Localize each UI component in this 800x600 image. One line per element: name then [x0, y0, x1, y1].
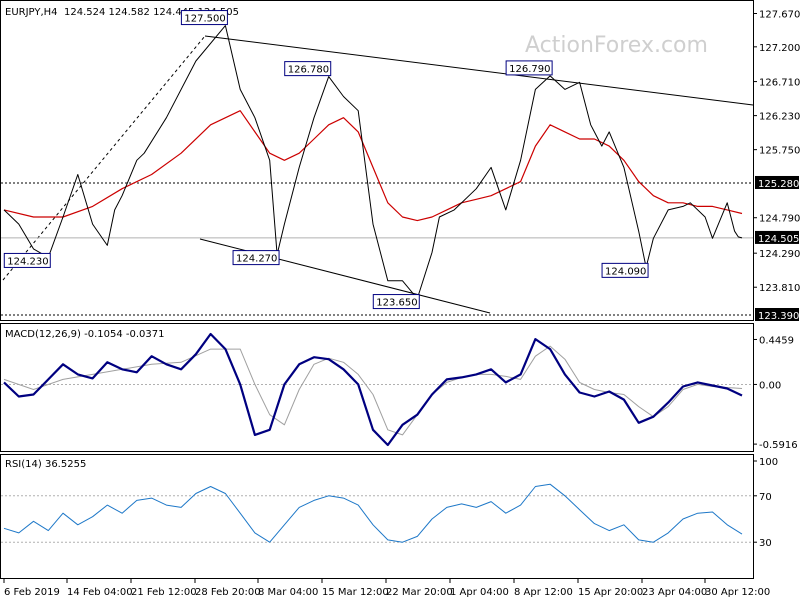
x-tick-2: 21 Feb 12:00 [131, 587, 197, 598]
current-price-tag: 124.505 [758, 234, 799, 245]
annotation-3: 124.270 [236, 254, 277, 265]
macd-tick-2: -0.5916 [759, 440, 798, 451]
annotation-1: 124.230 [7, 256, 48, 267]
x-tick-5: 15 Mar 12:00 [322, 587, 389, 598]
price-tick-9: 123.390 [758, 311, 799, 322]
x-tick-4: 8 Mar 04:00 [258, 587, 318, 598]
macd-panel-frame [0, 323, 754, 452]
ma-line [3, 110, 743, 222]
price-layer: 127.500 124.230 126.780 124.270 123.650 126.7… [1, 10, 753, 316]
x-tick-6: 22 Mar 20:00 [386, 587, 453, 598]
annotation-6: 124.090 [605, 266, 646, 277]
chart-symbol: EURJPY,H4 [5, 7, 58, 18]
chart-ohlc: 124.524 124.582 124.445 124.505 [64, 7, 239, 18]
x-tick-7: 1 Apr 04:00 [450, 587, 509, 598]
watermark: ActionForex.com [525, 33, 708, 58]
price-panel-frame [0, 0, 754, 321]
annotation-box-1 [3, 252, 51, 268]
macd-tick-1: 0.00 [759, 380, 781, 391]
rsi-panel-frame [0, 454, 754, 579]
rsi-line [3, 483, 743, 543]
annotation-box-0 [180, 10, 228, 26]
x-tick-3: 28 Feb 20:00 [195, 587, 261, 598]
annotation-box-2 [284, 61, 332, 77]
macd-line [3, 332, 743, 447]
price-tick-8: 123.810 [759, 283, 800, 294]
x-tick-0: 6 Feb 2019 [4, 587, 60, 598]
rsi-tick-2: 30 [759, 538, 772, 549]
x-tick-11: 30 Apr 12:00 [705, 587, 770, 598]
x-tick-9: 15 Apr 20:00 [578, 587, 643, 598]
signal-line [3, 345, 743, 436]
rsi-layer [1, 483, 753, 543]
annotation-box-6 [601, 262, 649, 278]
price-tick-3: 126.230 [759, 112, 800, 123]
annotation-box-4 [372, 294, 420, 310]
price-tick-7: 124.290 [759, 249, 800, 260]
annotation-4: 123.650 [376, 298, 417, 309]
price-tick-9-box [755, 308, 799, 321]
price-tick-0: 127.670 [759, 10, 800, 21]
macd-title: MACD(12,26,9) -0.1054 -0.0371 [5, 329, 165, 340]
annotation-0: 127.500 [184, 14, 225, 25]
dashed-trendline [2, 35, 206, 281]
annotation-box-3 [232, 250, 280, 266]
price-tick-5: 125.280 [758, 179, 799, 190]
price-tick-2: 126.710 [759, 78, 800, 89]
price-tick-5-box [755, 175, 799, 189]
axis-layer: 127.670 127.200 126.710 126.230 125.750 125.2… [3, 10, 800, 598]
macd-layer [1, 332, 753, 447]
x-tick-1: 14 Feb 04:00 [67, 587, 133, 598]
rsi-tick-0: 100 [759, 457, 778, 468]
price-tick-6: 124.790 [759, 214, 800, 225]
annotation-box-5 [505, 60, 553, 76]
annotation-2: 126.780 [288, 65, 329, 76]
price-tick-1: 127.200 [759, 43, 800, 54]
upper-trendline [204, 35, 754, 106]
x-tick-8: 8 Apr 12:00 [514, 587, 573, 598]
rsi-title: RSI(14) 36.5255 [5, 459, 86, 470]
x-tick-10: 23 Apr 04:00 [642, 587, 707, 598]
price-line [3, 25, 743, 300]
rsi-tick-1: 70 [759, 492, 772, 503]
macd-tick-0: 0.4459 [759, 335, 794, 346]
price-tick-4: 125.750 [759, 146, 800, 157]
annotation-5: 126.790 [509, 64, 550, 75]
current-price-tag-box [755, 230, 799, 244]
